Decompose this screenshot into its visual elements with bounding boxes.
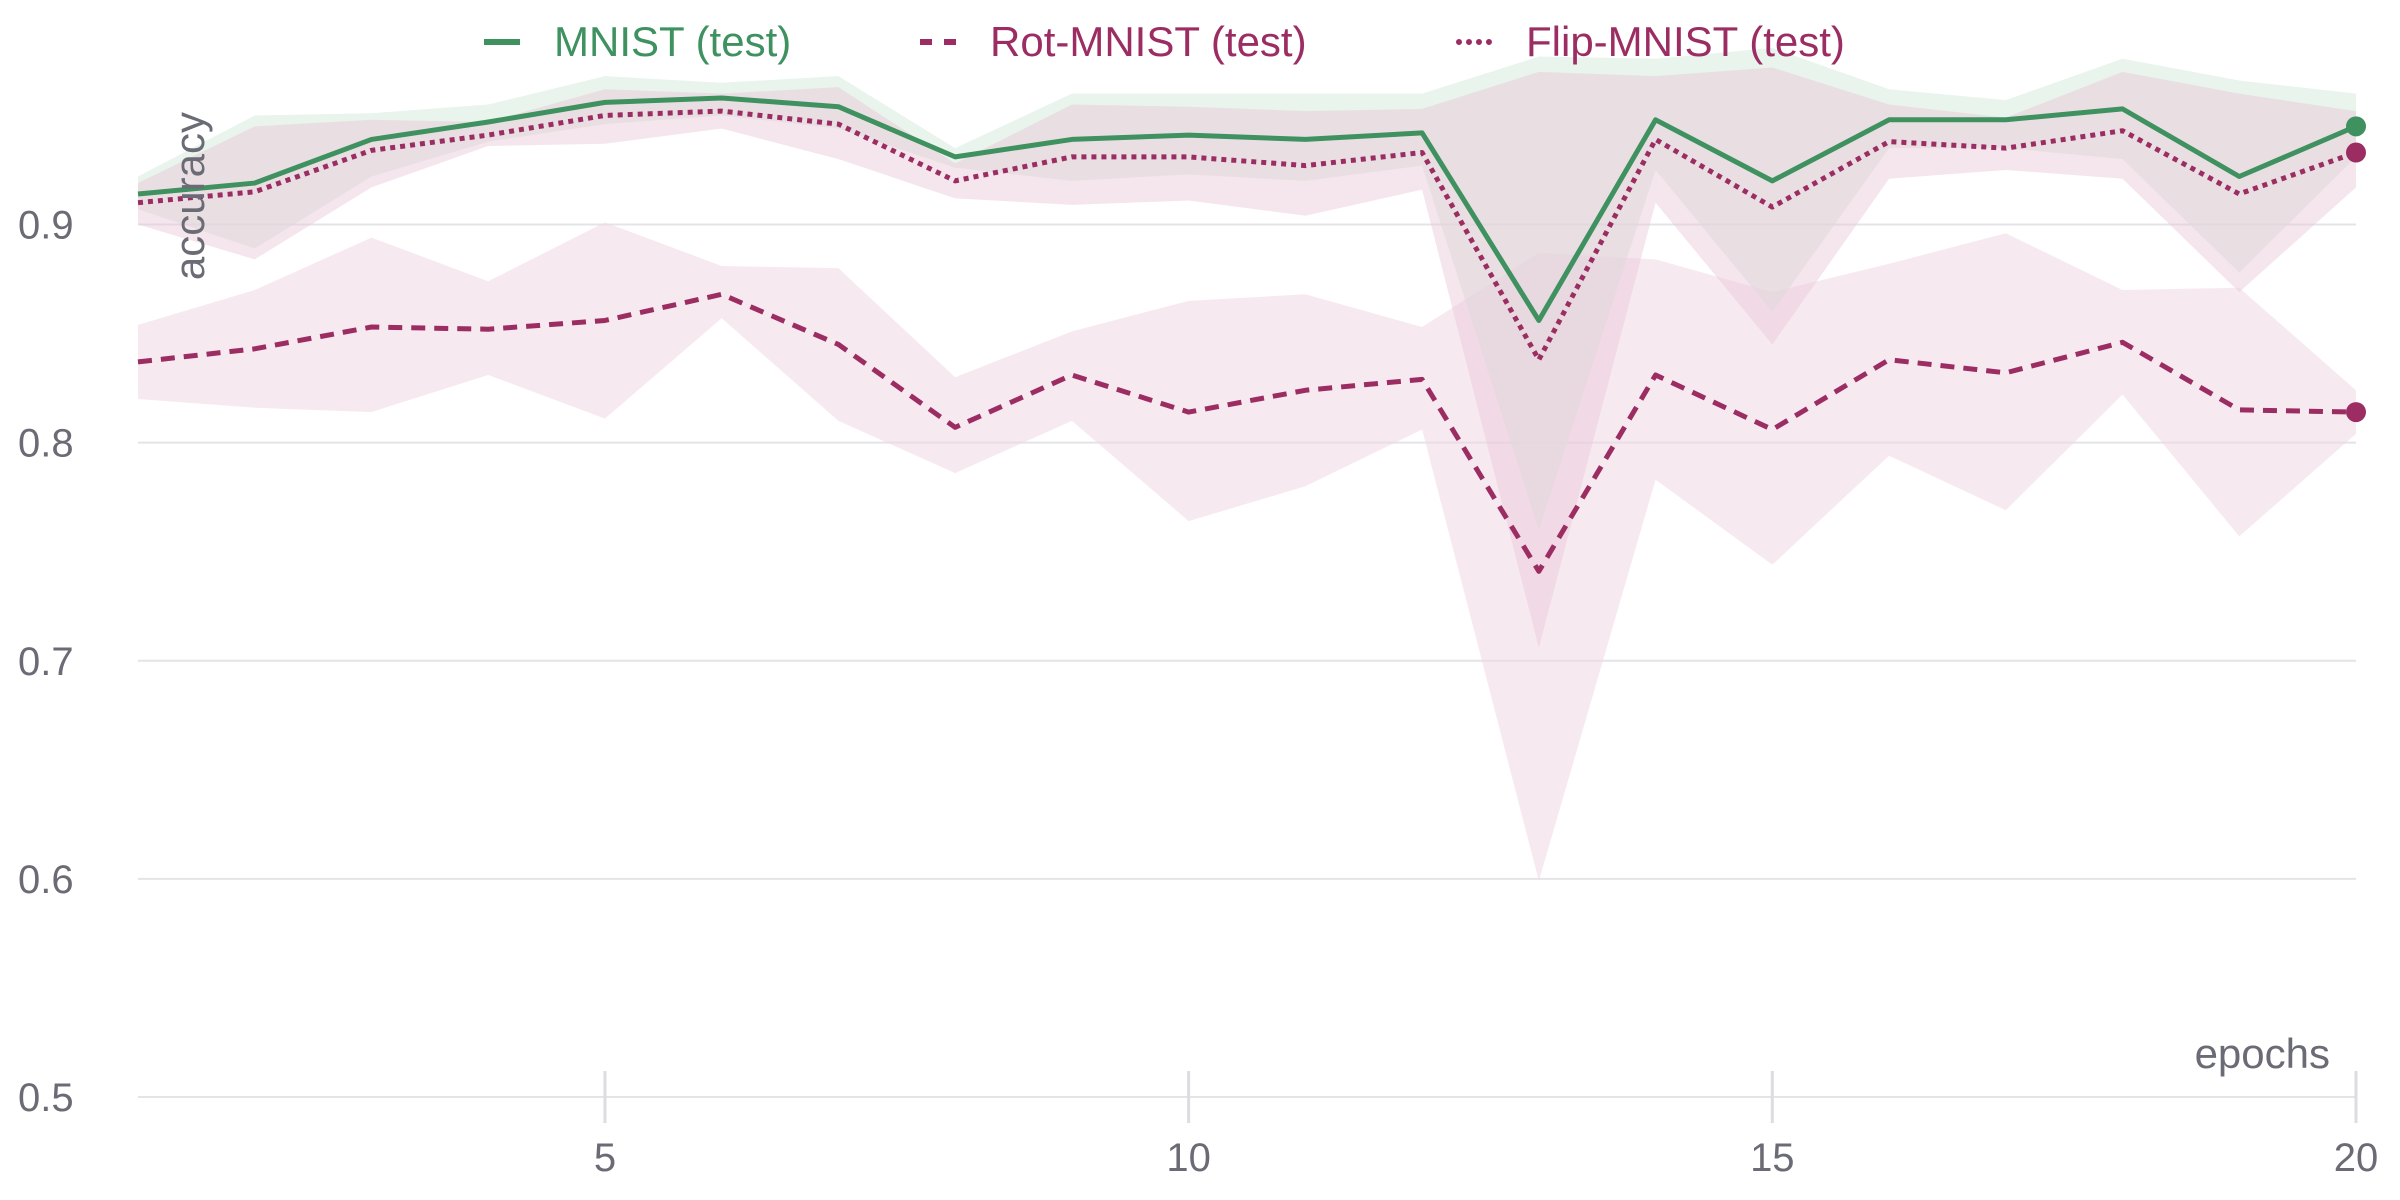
y-tick-label: 0.6 [18,858,74,902]
legend-label-mnist: MNIST (test) [554,18,792,65]
x-tick-label: 20 [2334,1136,2379,1180]
legend-swatch-dotted [1456,39,1492,45]
x-tick-label: 5 [594,1136,616,1180]
x-axis-ticks [603,1071,2358,1123]
y-axis-title: accuracy [166,112,213,280]
x-axis-title: epochs [2195,1030,2330,1077]
y-tick-label: 0.7 [18,640,74,684]
legend-item-mnist: MNIST (test) [484,12,791,72]
end-marker-rot-mnist [2346,402,2366,423]
line-mnist [137,95,2357,323]
y-tick-label: 0.5 [18,1076,74,1120]
line-rot-mnist [137,291,2357,574]
confidence-bands [138,47,2356,882]
series-end-markers [2346,116,2366,423]
end-marker-mnist [2346,116,2366,137]
band-rot-mnist [138,222,2356,882]
end-marker-flip-mnist [2346,142,2366,163]
legend-item-rot-mnist: Rot-MNIST (test) [920,12,1307,72]
band-flip-mnist [138,67,2356,648]
x-tick-label: 10 [1166,1136,1211,1180]
y-tick-label: 0.8 [18,422,74,466]
y-axis-tick-labels: 0.5 0.6 0.7 0.8 0.9 [18,204,74,1121]
y-tick-label: 0.9 [18,204,74,248]
legend-swatch-solid [484,39,520,45]
legend-item-flip-mnist: Flip-MNIST (test) [1456,12,1845,72]
legend: MNIST (test) Rot-MNIST (test) Flip-MNIST… [0,12,2400,72]
x-axis-tick-labels: 5 10 15 20 [594,1136,2378,1180]
series-lines [137,95,2357,574]
legend-swatch-dashed [920,39,956,45]
x-tick-label: 15 [1750,1136,1795,1180]
legend-label-flip-mnist: Flip-MNIST (test) [1526,18,1845,65]
legend-label-rot-mnist: Rot-MNIST (test) [990,18,1307,65]
